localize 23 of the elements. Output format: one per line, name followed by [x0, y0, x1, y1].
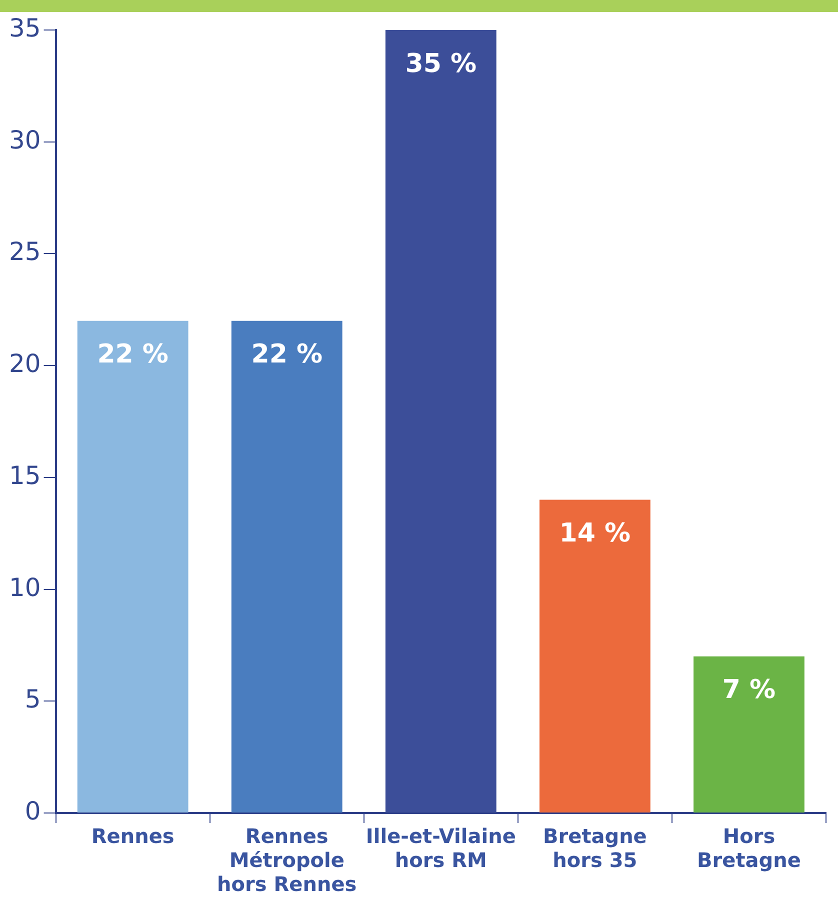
- bar: [694, 656, 804, 812]
- data-label: 14 %: [559, 518, 631, 549]
- bar: [385, 30, 496, 812]
- bar: [539, 500, 650, 812]
- x-tick-label: Rennes: [91, 824, 174, 848]
- data-label: 22 %: [251, 340, 323, 370]
- bar: [231, 320, 342, 812]
- y-tick-label: 35: [9, 14, 41, 42]
- y-tick-label: 15: [9, 460, 41, 490]
- data-label: 22 %: [97, 340, 168, 370]
- y-tick-label: 10: [9, 572, 41, 602]
- x-tick-label: Bretagne hors 35: [543, 824, 647, 872]
- x-tick-label: Rennes Métropole hors Rennes: [217, 824, 357, 896]
- x-tick-label: Ille-et-Vilaine hors RM: [366, 824, 516, 872]
- data-label: 35 %: [405, 48, 477, 79]
- y-tick-label: 5: [24, 684, 41, 714]
- x-tick-label: Hors Bretagne: [697, 824, 801, 872]
- y-tick-label: 30: [9, 125, 41, 154]
- bar: [77, 320, 188, 812]
- y-tick-label: 25: [9, 237, 41, 266]
- data-label: 7 %: [722, 675, 776, 706]
- y-tick-label: 20: [9, 349, 41, 378]
- y-tick-label: 0: [24, 796, 41, 826]
